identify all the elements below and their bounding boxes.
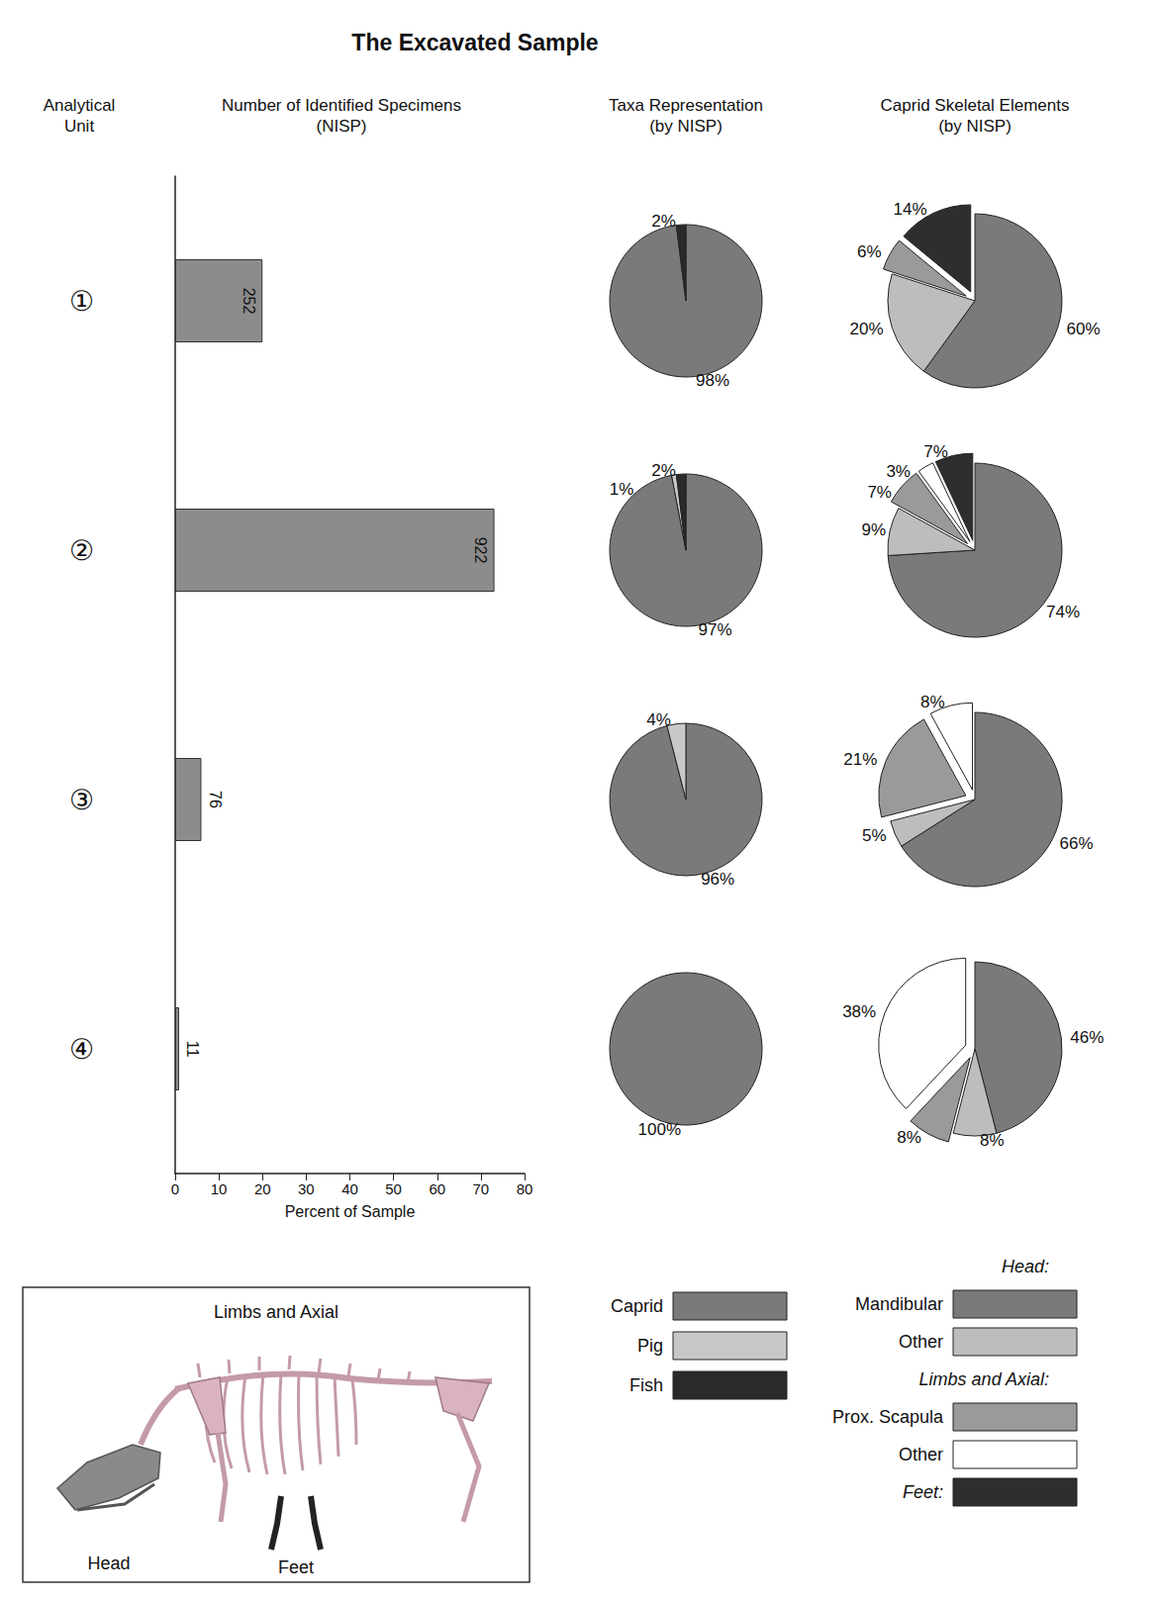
svg-text:Fish: Fish [629, 1375, 664, 1396]
svg-text:③: ③ [69, 783, 95, 817]
svg-text:60%: 60% [1065, 319, 1100, 339]
svg-text:Caprid: Caprid [610, 1296, 664, 1317]
svg-text:14%: 14% [893, 199, 928, 219]
svg-text:Head:: Head: [1001, 1256, 1050, 1277]
svg-text:Limbs and Axial: Limbs and Axial [213, 1302, 339, 1323]
svg-text:The Excavated Sample: The Excavated Sample [351, 29, 598, 56]
svg-text:Feet:: Feet: [902, 1482, 944, 1503]
svg-text:8%: 8% [920, 692, 946, 712]
svg-text:Unit: Unit [64, 116, 96, 136]
svg-text:7%: 7% [923, 442, 949, 462]
svg-text:Number of Identified Specimens: Number of Identified Specimens [221, 96, 462, 115]
svg-text:30: 30 [297, 1180, 315, 1198]
svg-text:8%: 8% [979, 1131, 1005, 1151]
svg-text:40: 40 [341, 1180, 359, 1198]
svg-text:922: 922 [472, 537, 489, 565]
svg-text:98%: 98% [695, 371, 730, 390]
svg-text:3%: 3% [885, 462, 911, 482]
svg-text:20%: 20% [849, 319, 883, 339]
svg-text:8%: 8% [896, 1128, 922, 1148]
svg-text:Analytical: Analytical [43, 96, 116, 115]
svg-text:Prox. Scapula: Prox. Scapula [832, 1407, 945, 1428]
svg-text:80: 80 [516, 1180, 534, 1198]
svg-text:Other: Other [898, 1332, 944, 1352]
svg-text:(by NISP): (by NISP) [649, 116, 723, 136]
svg-text:100%: 100% [638, 1120, 681, 1140]
svg-text:②: ② [69, 534, 95, 568]
svg-text:Limbs and Axial:: Limbs and Axial: [919, 1369, 1050, 1390]
svg-text:252: 252 [240, 288, 258, 315]
svg-text:10: 10 [210, 1180, 228, 1198]
svg-text:11: 11 [184, 1041, 201, 1059]
svg-text:Mandibular: Mandibular [855, 1294, 944, 1315]
svg-text:7%: 7% [867, 482, 892, 502]
svg-text:Caprid Skeletal Elements: Caprid Skeletal Elements [880, 96, 1070, 115]
svg-text:Feet: Feet [278, 1557, 314, 1578]
svg-text:Other: Other [898, 1445, 944, 1465]
svg-text:21%: 21% [843, 750, 877, 770]
svg-text:4%: 4% [646, 710, 672, 730]
svg-text:Percent of Sample: Percent of Sample [285, 1203, 416, 1221]
svg-text:46%: 46% [1069, 1028, 1104, 1048]
svg-text:(NISP): (NISP) [316, 116, 368, 136]
svg-text:①: ① [69, 285, 95, 318]
svg-text:9%: 9% [862, 520, 887, 540]
svg-text:66%: 66% [1060, 834, 1094, 854]
svg-text:Pig: Pig [637, 1336, 664, 1356]
svg-text:④: ④ [69, 1033, 95, 1066]
svg-text:1%: 1% [609, 480, 635, 499]
svg-text:76: 76 [206, 790, 224, 809]
svg-text:74%: 74% [1046, 602, 1080, 622]
svg-text:6%: 6% [857, 242, 882, 262]
svg-text:38%: 38% [842, 1002, 876, 1022]
svg-text:2%: 2% [651, 461, 676, 481]
svg-text:96%: 96% [700, 869, 735, 889]
svg-text:97%: 97% [698, 620, 733, 640]
svg-text:2%: 2% [651, 211, 676, 231]
svg-text:5%: 5% [862, 826, 887, 846]
svg-text:70: 70 [473, 1180, 490, 1198]
svg-text:Head: Head [87, 1553, 130, 1574]
svg-text:0: 0 [171, 1180, 180, 1198]
svg-text:Taxa Representation: Taxa Representation [608, 96, 764, 115]
svg-text:(by NISP): (by NISP) [938, 116, 1012, 136]
svg-text:60: 60 [428, 1180, 446, 1198]
svg-text:20: 20 [254, 1180, 272, 1198]
svg-text:50: 50 [385, 1180, 402, 1198]
